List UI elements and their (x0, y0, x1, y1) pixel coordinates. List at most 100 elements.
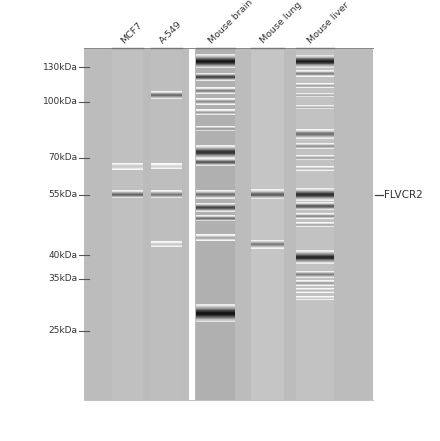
Bar (296, 156, 334, 157)
Bar (196, 161, 235, 162)
Bar (196, 308, 235, 309)
Bar (196, 73, 235, 74)
Bar (150, 97, 182, 98)
Bar (296, 283, 334, 284)
Bar (150, 94, 182, 95)
Bar (296, 281, 334, 282)
Bar (150, 194, 182, 195)
Bar (196, 197, 235, 198)
Bar (150, 97, 182, 98)
Bar (196, 234, 235, 235)
Bar (150, 191, 182, 192)
Bar (296, 283, 334, 284)
Bar (112, 163, 143, 164)
Bar (196, 127, 235, 128)
Bar (296, 213, 334, 214)
Bar (196, 101, 235, 102)
Bar (196, 207, 235, 208)
Bar (296, 296, 334, 297)
Bar (296, 214, 334, 215)
Bar (296, 71, 334, 72)
Bar (296, 282, 334, 283)
Bar (196, 159, 235, 160)
Bar (112, 195, 143, 196)
Bar (196, 191, 235, 192)
Bar (112, 196, 143, 197)
Bar (150, 193, 182, 194)
Bar (196, 321, 235, 322)
Bar (196, 217, 235, 218)
Bar (196, 235, 235, 236)
Bar (296, 86, 334, 87)
Bar (196, 165, 235, 166)
Bar (296, 207, 334, 208)
Bar (196, 149, 235, 150)
Bar (196, 194, 235, 195)
Bar (196, 126, 235, 127)
Bar (196, 73, 235, 74)
Bar (296, 96, 334, 97)
Bar (196, 162, 235, 163)
Bar (251, 241, 284, 242)
Bar (296, 282, 334, 283)
Bar (296, 134, 334, 135)
Bar (296, 76, 334, 77)
Bar (150, 164, 182, 165)
Bar (112, 192, 143, 193)
Bar (296, 290, 334, 291)
Bar (296, 170, 334, 171)
Bar (296, 59, 334, 60)
Bar (296, 289, 334, 290)
Bar (296, 258, 334, 259)
Bar (251, 196, 284, 197)
Bar (251, 241, 284, 242)
Bar (150, 191, 182, 192)
Bar (196, 163, 235, 164)
Bar (296, 217, 334, 218)
Bar (296, 251, 334, 252)
Bar (150, 194, 182, 195)
Bar (196, 149, 235, 150)
Bar (296, 61, 334, 62)
Bar (196, 160, 235, 161)
Bar (296, 137, 334, 138)
Bar (150, 91, 182, 92)
Bar (296, 146, 334, 147)
Bar (296, 262, 334, 263)
Bar (251, 246, 284, 247)
Bar (296, 255, 334, 256)
Bar (296, 214, 334, 215)
Bar (296, 252, 334, 253)
Bar (196, 59, 235, 60)
Bar (296, 204, 334, 205)
Bar (196, 65, 235, 66)
Bar (196, 319, 235, 320)
Bar (150, 96, 182, 97)
Bar (251, 245, 284, 246)
Bar (196, 127, 235, 128)
Bar (196, 305, 235, 306)
Bar (196, 163, 235, 164)
Bar (296, 158, 334, 159)
Bar (296, 215, 334, 216)
Bar (196, 98, 235, 99)
Bar (296, 280, 334, 281)
Bar (296, 83, 334, 84)
Bar (84, 48, 373, 400)
Bar (296, 105, 334, 106)
Bar (196, 215, 235, 216)
Bar (196, 152, 235, 153)
Bar (196, 130, 235, 131)
Bar (196, 210, 235, 211)
Bar (296, 94, 334, 95)
Bar (296, 84, 334, 85)
Bar (296, 225, 334, 226)
Bar (296, 226, 334, 227)
Bar (296, 284, 334, 285)
Bar (251, 197, 284, 198)
Bar (296, 108, 334, 109)
Bar (296, 55, 334, 56)
Bar (296, 155, 334, 156)
Bar (112, 167, 143, 168)
Bar (196, 100, 235, 101)
